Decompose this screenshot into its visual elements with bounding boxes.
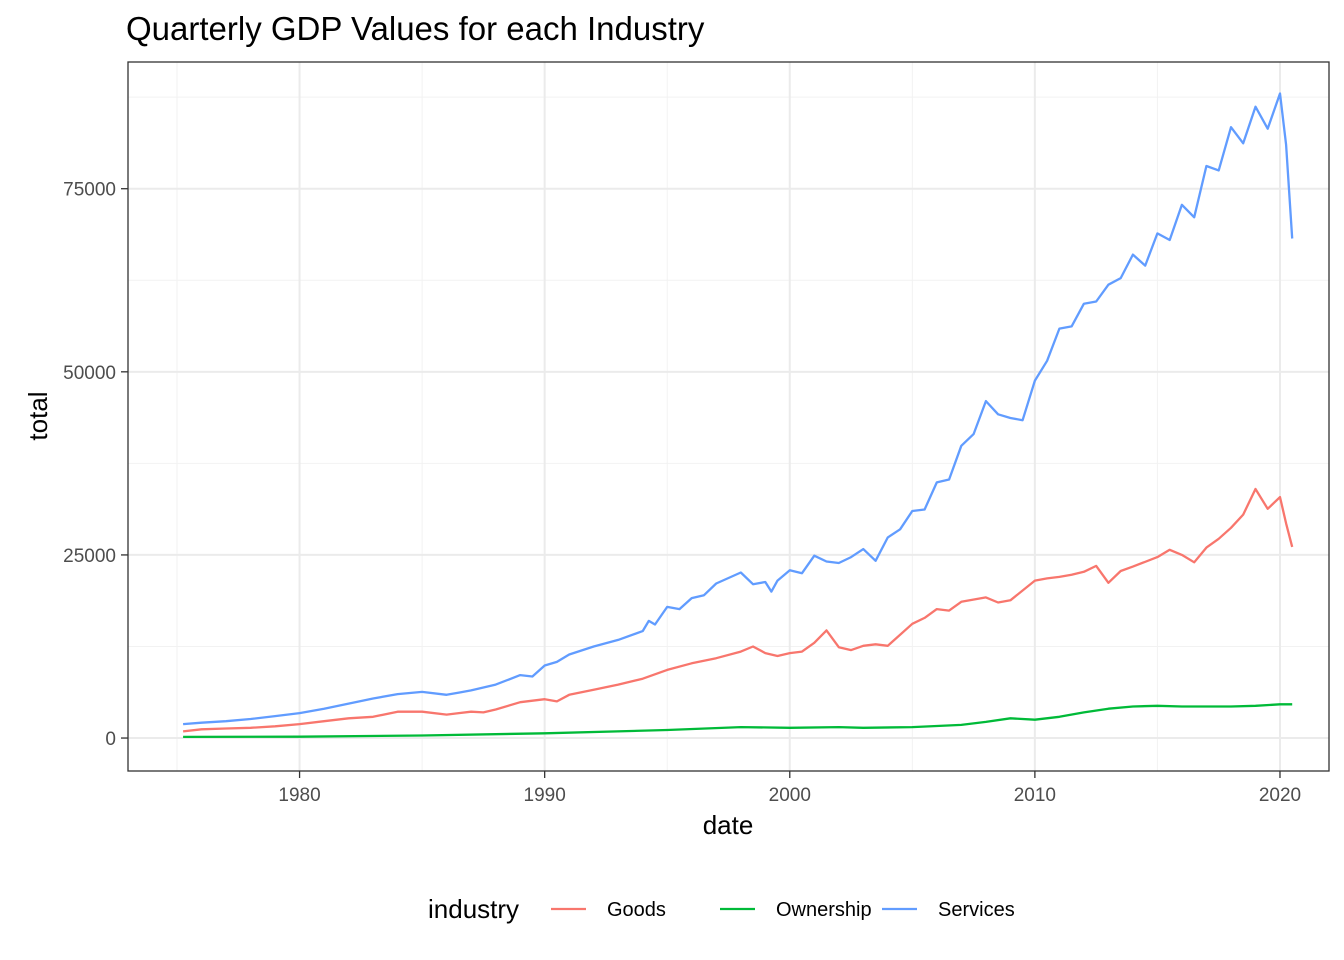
x-tick-label: 1980: [278, 785, 320, 806]
legend-label-ownership: Ownership: [776, 899, 872, 921]
legend-title: industry: [428, 894, 519, 924]
legend-label-services: Services: [938, 899, 1015, 921]
y-axis-title: total: [23, 391, 53, 440]
chart-title: Quarterly GDP Values for each Industry: [126, 10, 705, 47]
panel-border: [127, 61, 1330, 772]
series-line-goods: [182, 487, 1294, 733]
legend: industry Goods Ownership Services: [428, 894, 1015, 924]
y-tick-label: 75000: [63, 180, 116, 201]
series-lines: [182, 92, 1294, 739]
gridlines: [128, 62, 1329, 771]
y-tick-label: 50000: [63, 363, 116, 384]
y-tick-label: 0: [105, 729, 116, 750]
x-tick-label: 2020: [1259, 785, 1301, 806]
x-tick-label: 1990: [524, 785, 566, 806]
x-axis-title: date: [703, 810, 754, 840]
x-tick-label: 2010: [1014, 785, 1056, 806]
x-tick-label: 2000: [769, 785, 811, 806]
axes: 1980 1990 2000 2010 2020 0 25000 50000 75000: [63, 180, 1301, 806]
y-tick-label: 25000: [63, 546, 116, 567]
series-line-ownership: [183, 703, 1293, 739]
series-line-services: [183, 92, 1294, 726]
legend-label-goods: Goods: [607, 899, 666, 921]
